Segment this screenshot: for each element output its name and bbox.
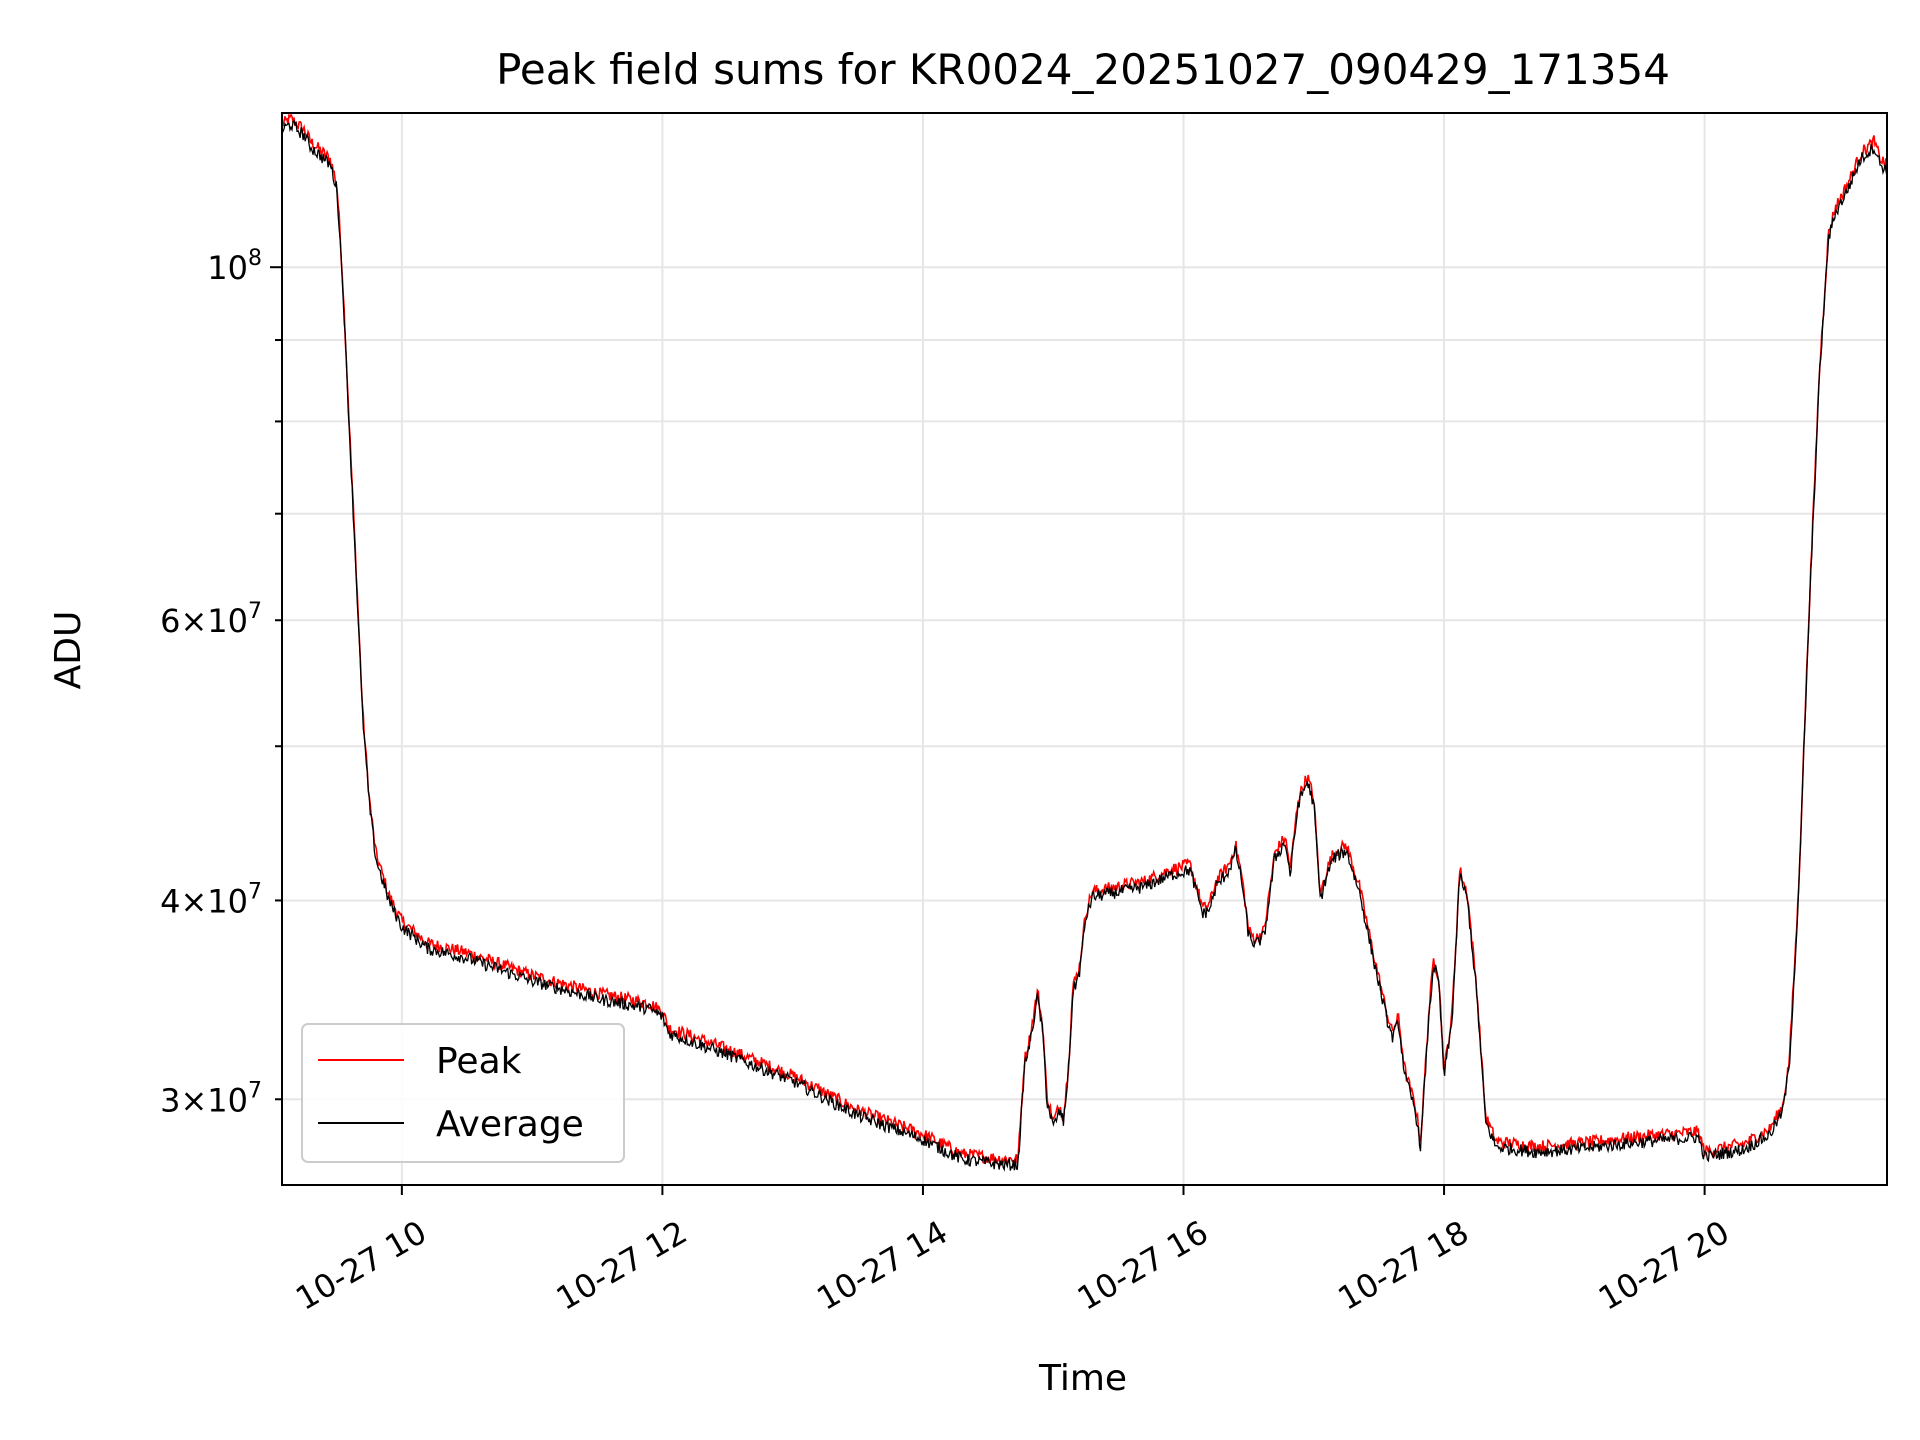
legend-peak-label: Peak (436, 1041, 522, 1082)
y-tick-label: 108 (207, 246, 262, 287)
y-axis-label: ADU (48, 611, 89, 690)
y-tick-label: 4×107 (160, 879, 262, 920)
y-tick-label: 3×107 (160, 1078, 262, 1119)
y-tick-label: 6×107 (160, 599, 262, 640)
chart-title: Peak field sums for KR0024_20251027_0904… (496, 45, 1670, 94)
plot-frame (281, 112, 1888, 1186)
legend: Peak Average (301, 1023, 625, 1163)
legend-average-label: Average (436, 1104, 584, 1145)
y-ticks: 108 3×107 4×107 6×107 (160, 246, 282, 1119)
x-axis-label: Time (1038, 1358, 1127, 1399)
series-line-average (281, 119, 1888, 1172)
legend-box (301, 1023, 625, 1163)
axes (281, 112, 1888, 1186)
plot-lines (281, 112, 1888, 1172)
grid (282, 113, 1887, 1185)
